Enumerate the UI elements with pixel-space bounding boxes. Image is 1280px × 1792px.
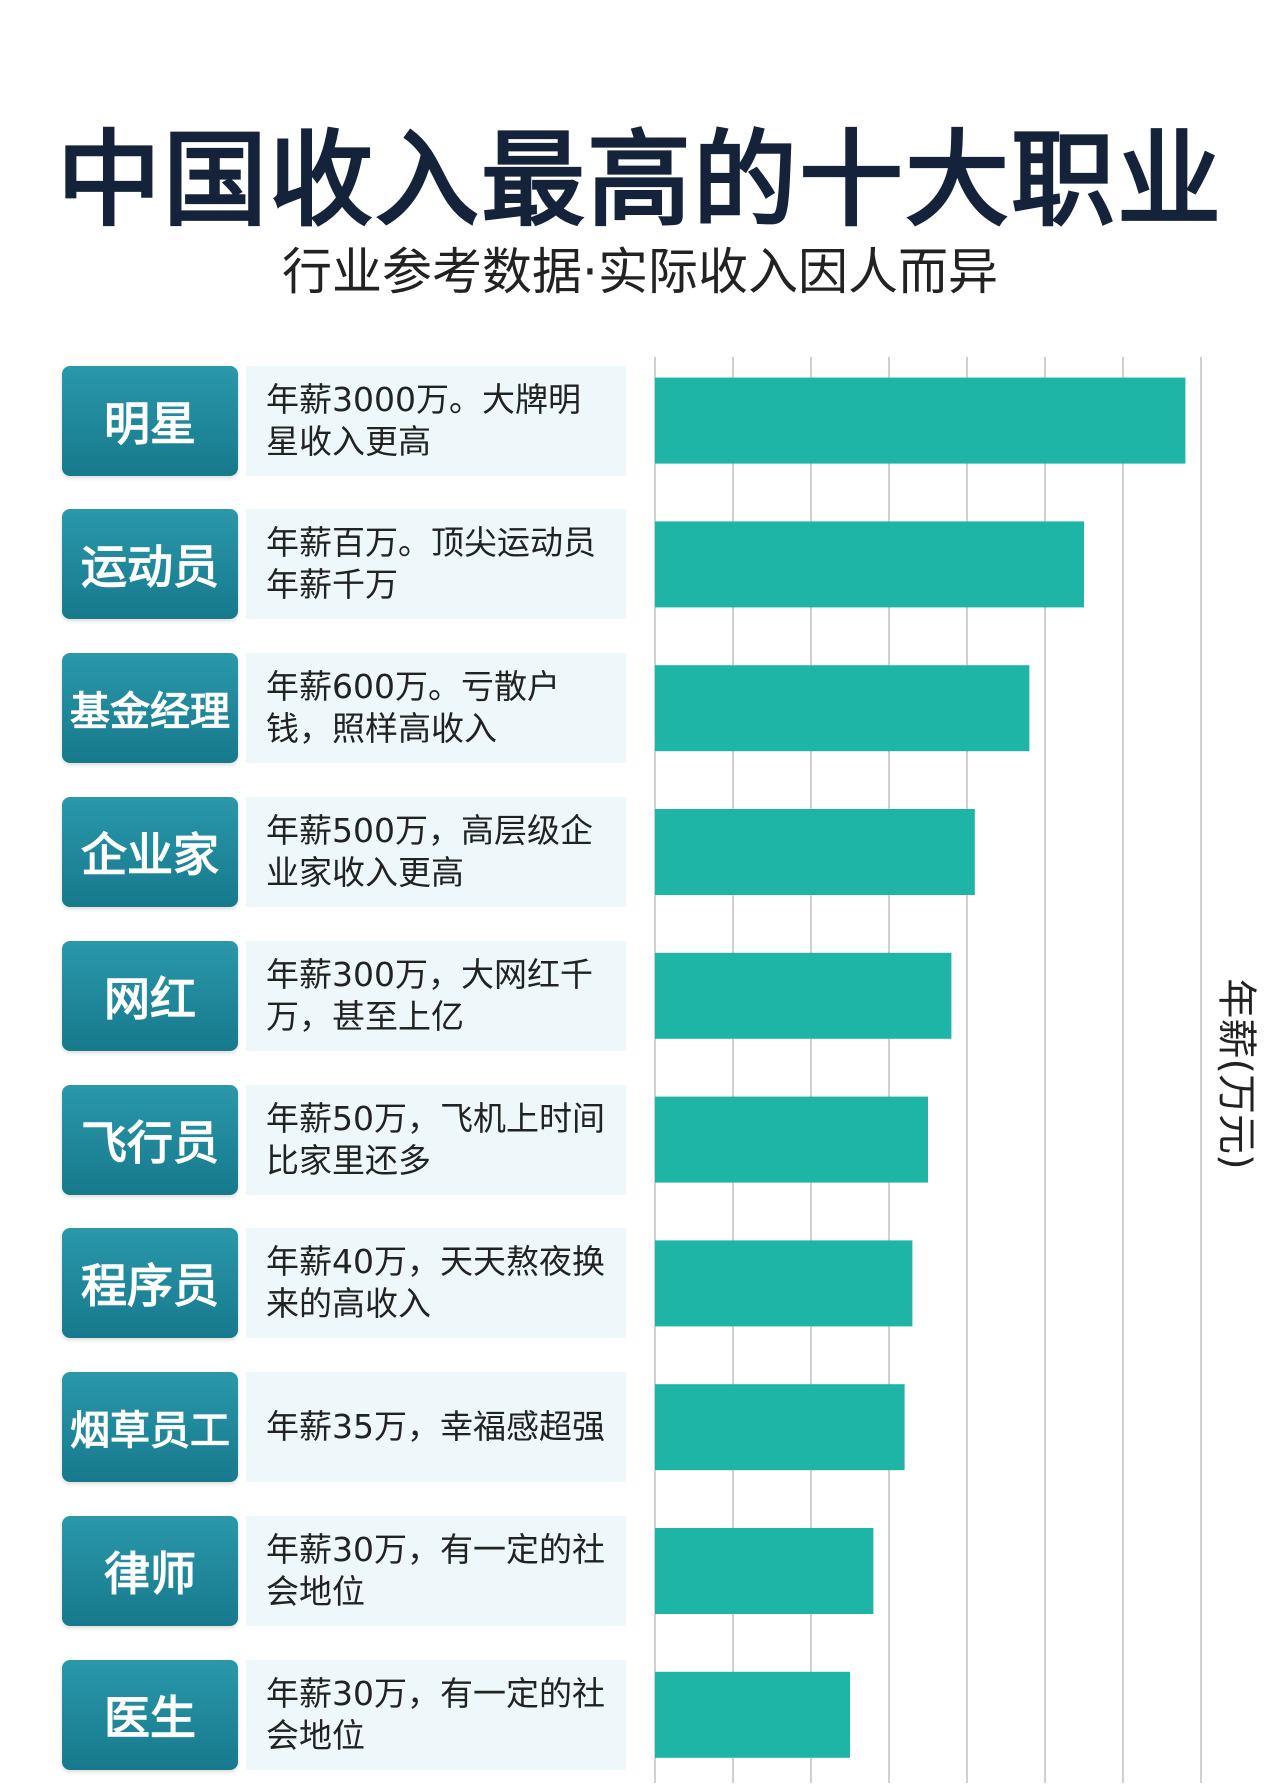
category-label: 运动员 <box>62 509 238 620</box>
bar <box>655 952 952 1039</box>
description: 年薪300万，大网红千万，甚至上亿 <box>266 954 593 1036</box>
description-box: 年薪50万，飞机上时间比家里还多 <box>246 1084 626 1195</box>
bar <box>655 521 1084 608</box>
description: 年薪500万，高层级企业家收入更高 <box>266 811 593 892</box>
description-box: 年薪35万，幸福感超强 <box>246 1372 626 1483</box>
bar <box>655 1096 928 1183</box>
description: 年薪600万。亏散户钱，照样高收入 <box>266 667 560 749</box>
description: 年薪50万，飞机上时间比家里还多 <box>266 1098 605 1180</box>
description-box: 年薪百万。顶尖运动员年薪千万 <box>246 509 626 620</box>
category-label: 烟草员工 <box>62 1372 238 1483</box>
category-label: 企业家 <box>62 797 238 907</box>
chart-subtitle: 行业参考数据·实际收入因人而异 <box>282 243 998 301</box>
description-box: 年薪30万，有一定的社会地位 <box>246 1516 626 1626</box>
category-label: 医生 <box>62 1659 238 1770</box>
category-label: 程序员 <box>62 1228 238 1339</box>
category-label: 网红 <box>62 940 238 1051</box>
description-box: 年薪500万，高层级企业家收入更高 <box>246 797 626 907</box>
description: 年薪40万，天天熬夜换来的高收入 <box>266 1242 605 1324</box>
bar <box>655 377 1186 464</box>
description: 年薪30万，有一定的社会地位 <box>266 1673 605 1755</box>
description: 年薪35万，幸福感超强 <box>266 1407 605 1447</box>
description: 年薪百万。顶尖运动员年薪千万 <box>266 523 596 605</box>
category-label: 律师 <box>62 1516 238 1626</box>
description-box: 年薪40万，天天熬夜换来的高收入 <box>246 1228 626 1339</box>
description: 年薪30万，有一定的社会地位 <box>266 1530 605 1611</box>
description-box: 年薪600万。亏散户钱，照样高收入 <box>246 653 626 764</box>
axis-label: 年薪(万元) <box>1213 978 1259 1169</box>
chart: 年薪(万元) <box>654 357 1259 1783</box>
description-box: 年薪300万，大网红千万，甚至上亿 <box>246 940 626 1051</box>
description: 年薪3000万。大牌明星收入更高 <box>266 379 581 461</box>
description-box: 年薪3000万。大牌明星收入更高 <box>246 365 626 476</box>
bar <box>655 665 1030 752</box>
chart-title: 中国收入最高的十大职业 <box>56 119 1223 241</box>
bar <box>655 1384 905 1471</box>
bar <box>655 809 975 895</box>
description-box: 年薪30万，有一定的社会地位 <box>246 1659 626 1770</box>
bar <box>655 1528 874 1614</box>
bar <box>655 1671 850 1758</box>
category-label: 基金经理 <box>62 653 238 764</box>
category-label: 飞行员 <box>62 1084 238 1195</box>
category-label: 明星 <box>62 365 238 476</box>
bar <box>655 1240 913 1327</box>
